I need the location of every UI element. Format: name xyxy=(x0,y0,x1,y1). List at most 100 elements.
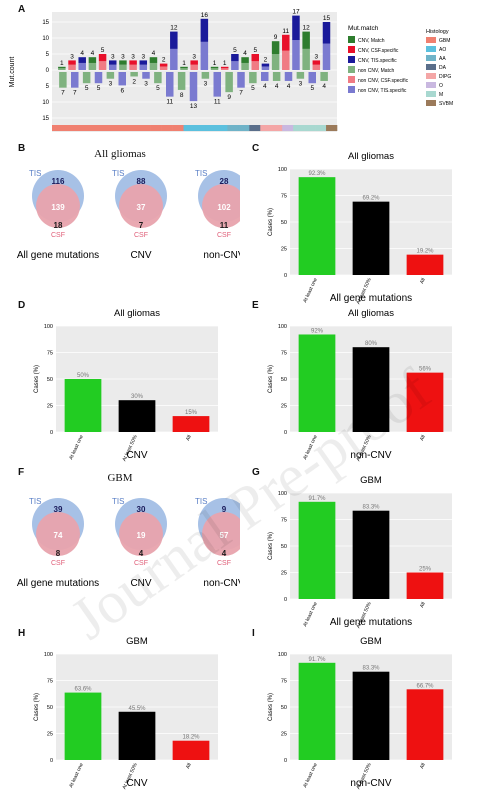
legend-mut-swatch xyxy=(348,56,355,63)
chart-bar xyxy=(406,689,444,760)
chart-xtick: At least one xyxy=(302,277,319,304)
venn-tis-label: TIS xyxy=(29,169,41,178)
venn-csf-circle xyxy=(36,512,80,556)
panel-a-bar-down xyxy=(82,72,91,84)
panel-a-bar-down xyxy=(71,72,79,88)
chart-xtick: All xyxy=(419,434,427,442)
panel-a-bottom-label: 5 xyxy=(85,85,89,92)
chart-value-label: 56% xyxy=(419,367,432,373)
panel-a-top-label: 5 xyxy=(101,47,105,54)
panel-a-top-label: 4 xyxy=(80,50,84,57)
panel-f-label: F xyxy=(18,467,25,478)
chart-value-label: 92% xyxy=(311,328,324,334)
chart-xtick: All xyxy=(185,762,193,770)
panel-a-top-label: 4 xyxy=(91,50,95,57)
chart-bar xyxy=(298,334,336,432)
venn-tis-count: 30 xyxy=(137,505,146,514)
histology-strip-cell xyxy=(194,125,206,131)
panel-a-bottom-label: 8 xyxy=(180,92,184,99)
chart-bar xyxy=(118,400,156,432)
chart-ytick: 75 xyxy=(281,518,287,524)
panel-a-bottom-label: 9 xyxy=(227,94,231,101)
legend-mut-label: non CNV, Match xyxy=(358,68,394,74)
panel-a-bar-up xyxy=(109,64,117,70)
chart-ytick: 75 xyxy=(281,679,287,685)
chart-bar xyxy=(298,501,336,599)
panel-a-ytick: 10 xyxy=(42,100,49,106)
panel-a-bar-down xyxy=(320,72,328,81)
panel-a-bar-down xyxy=(225,72,233,93)
venn-caption: CNV xyxy=(130,578,151,589)
histology-strip-cell xyxy=(117,125,130,131)
chart-ytick: 0 xyxy=(284,273,287,279)
legend-mut-swatch xyxy=(348,66,355,73)
venn-csf-label: CSF xyxy=(134,232,148,239)
chart-value-label: 15% xyxy=(185,410,198,416)
venn-csf-count: 4 xyxy=(139,549,144,558)
histology-strip-cell xyxy=(282,125,294,131)
histology-strip-cell xyxy=(183,125,195,131)
histology-strip-cell xyxy=(139,125,151,131)
chart-xtick: All xyxy=(419,277,427,285)
legend-hist-swatch xyxy=(426,73,436,79)
panel-d-chart: All gliomas 100 75 50 25 0 Cases (%) 50% At leas… xyxy=(34,308,218,462)
panel-a-ytick: 10 xyxy=(42,36,49,42)
panel-a-bar-down xyxy=(106,72,115,79)
panel-a-bar-up xyxy=(302,31,310,49)
panel-a-bar-up xyxy=(312,60,321,65)
venn-tis-label: TIS xyxy=(29,497,41,506)
panel-a-top-label: 2 xyxy=(264,57,268,64)
chart-title: GBM xyxy=(360,636,382,647)
panel-a-bar-up xyxy=(241,62,249,70)
panel-a-bar-up xyxy=(119,60,127,65)
chart-value-label: 69.2% xyxy=(362,196,380,202)
chart-ytick: 0 xyxy=(50,430,53,436)
panel-a-top-label: 1 xyxy=(60,60,64,67)
chart-caption: non-CNV xyxy=(350,778,391,789)
panel-a-bar-up xyxy=(312,64,321,70)
panel-e-chart: All gliomas 100 75 50 25 0 Cases (%) 92% At leas… xyxy=(268,308,452,462)
legend-mut-label: non CNV, TIS.specific xyxy=(358,88,407,94)
panel-a-bar-up xyxy=(119,64,127,70)
panel-a-bar-up xyxy=(292,40,300,70)
panel-f-title: GBM xyxy=(107,472,133,484)
chart-value-label: 83.3% xyxy=(362,505,380,511)
histology-strip-cell xyxy=(52,125,64,131)
venn-csf-count: 7 xyxy=(139,221,144,230)
panel-a-bar-up xyxy=(78,62,86,70)
chart-bar xyxy=(352,671,390,760)
panel-a-ytick: 15 xyxy=(42,20,49,26)
chart-xtick: At least one xyxy=(302,762,319,789)
panel-a-bar-up xyxy=(149,62,158,70)
histology-strip-cell xyxy=(106,125,119,131)
legend-hist-title: Histology xyxy=(426,29,449,35)
venn-csf-label: CSF xyxy=(134,560,148,567)
venn-both-count: 74 xyxy=(54,531,63,540)
panel-a-top-label: 17 xyxy=(292,9,300,16)
histology-strip-cell xyxy=(293,125,305,131)
chart-bar xyxy=(406,372,444,432)
venn-caption: non-CNV xyxy=(203,250,240,261)
chart-value-label: 25% xyxy=(419,567,432,573)
panel-a-top-label: 2 xyxy=(162,57,166,64)
chart-xtick: All xyxy=(419,601,427,609)
panel-a-bottom-label: 3 xyxy=(109,81,113,88)
chart-value-label: 83.3% xyxy=(362,666,380,672)
chart-value-label: 18.2% xyxy=(182,735,200,741)
chart-caption: CNV xyxy=(126,778,147,789)
panel-a-bar-up xyxy=(271,54,280,70)
chart-value-label: 91.7% xyxy=(308,496,326,502)
venn-caption: CNV xyxy=(130,250,151,261)
panel-a-top-label: 12 xyxy=(170,25,178,32)
histology-strip-cell xyxy=(95,125,108,131)
venn-caption: All gene mutations xyxy=(17,578,99,589)
panel-a-bottom-label: 2 xyxy=(132,78,136,85)
chart-title: All gliomas xyxy=(348,151,394,162)
histology-strip-cell xyxy=(260,125,272,131)
venn-csf-circle xyxy=(119,184,163,228)
chart-ytick: 75 xyxy=(47,351,53,357)
panel-g-label: G xyxy=(252,467,260,478)
venn-csf-count: 8 xyxy=(56,549,61,558)
venn-tis-label: TIS xyxy=(195,497,207,506)
